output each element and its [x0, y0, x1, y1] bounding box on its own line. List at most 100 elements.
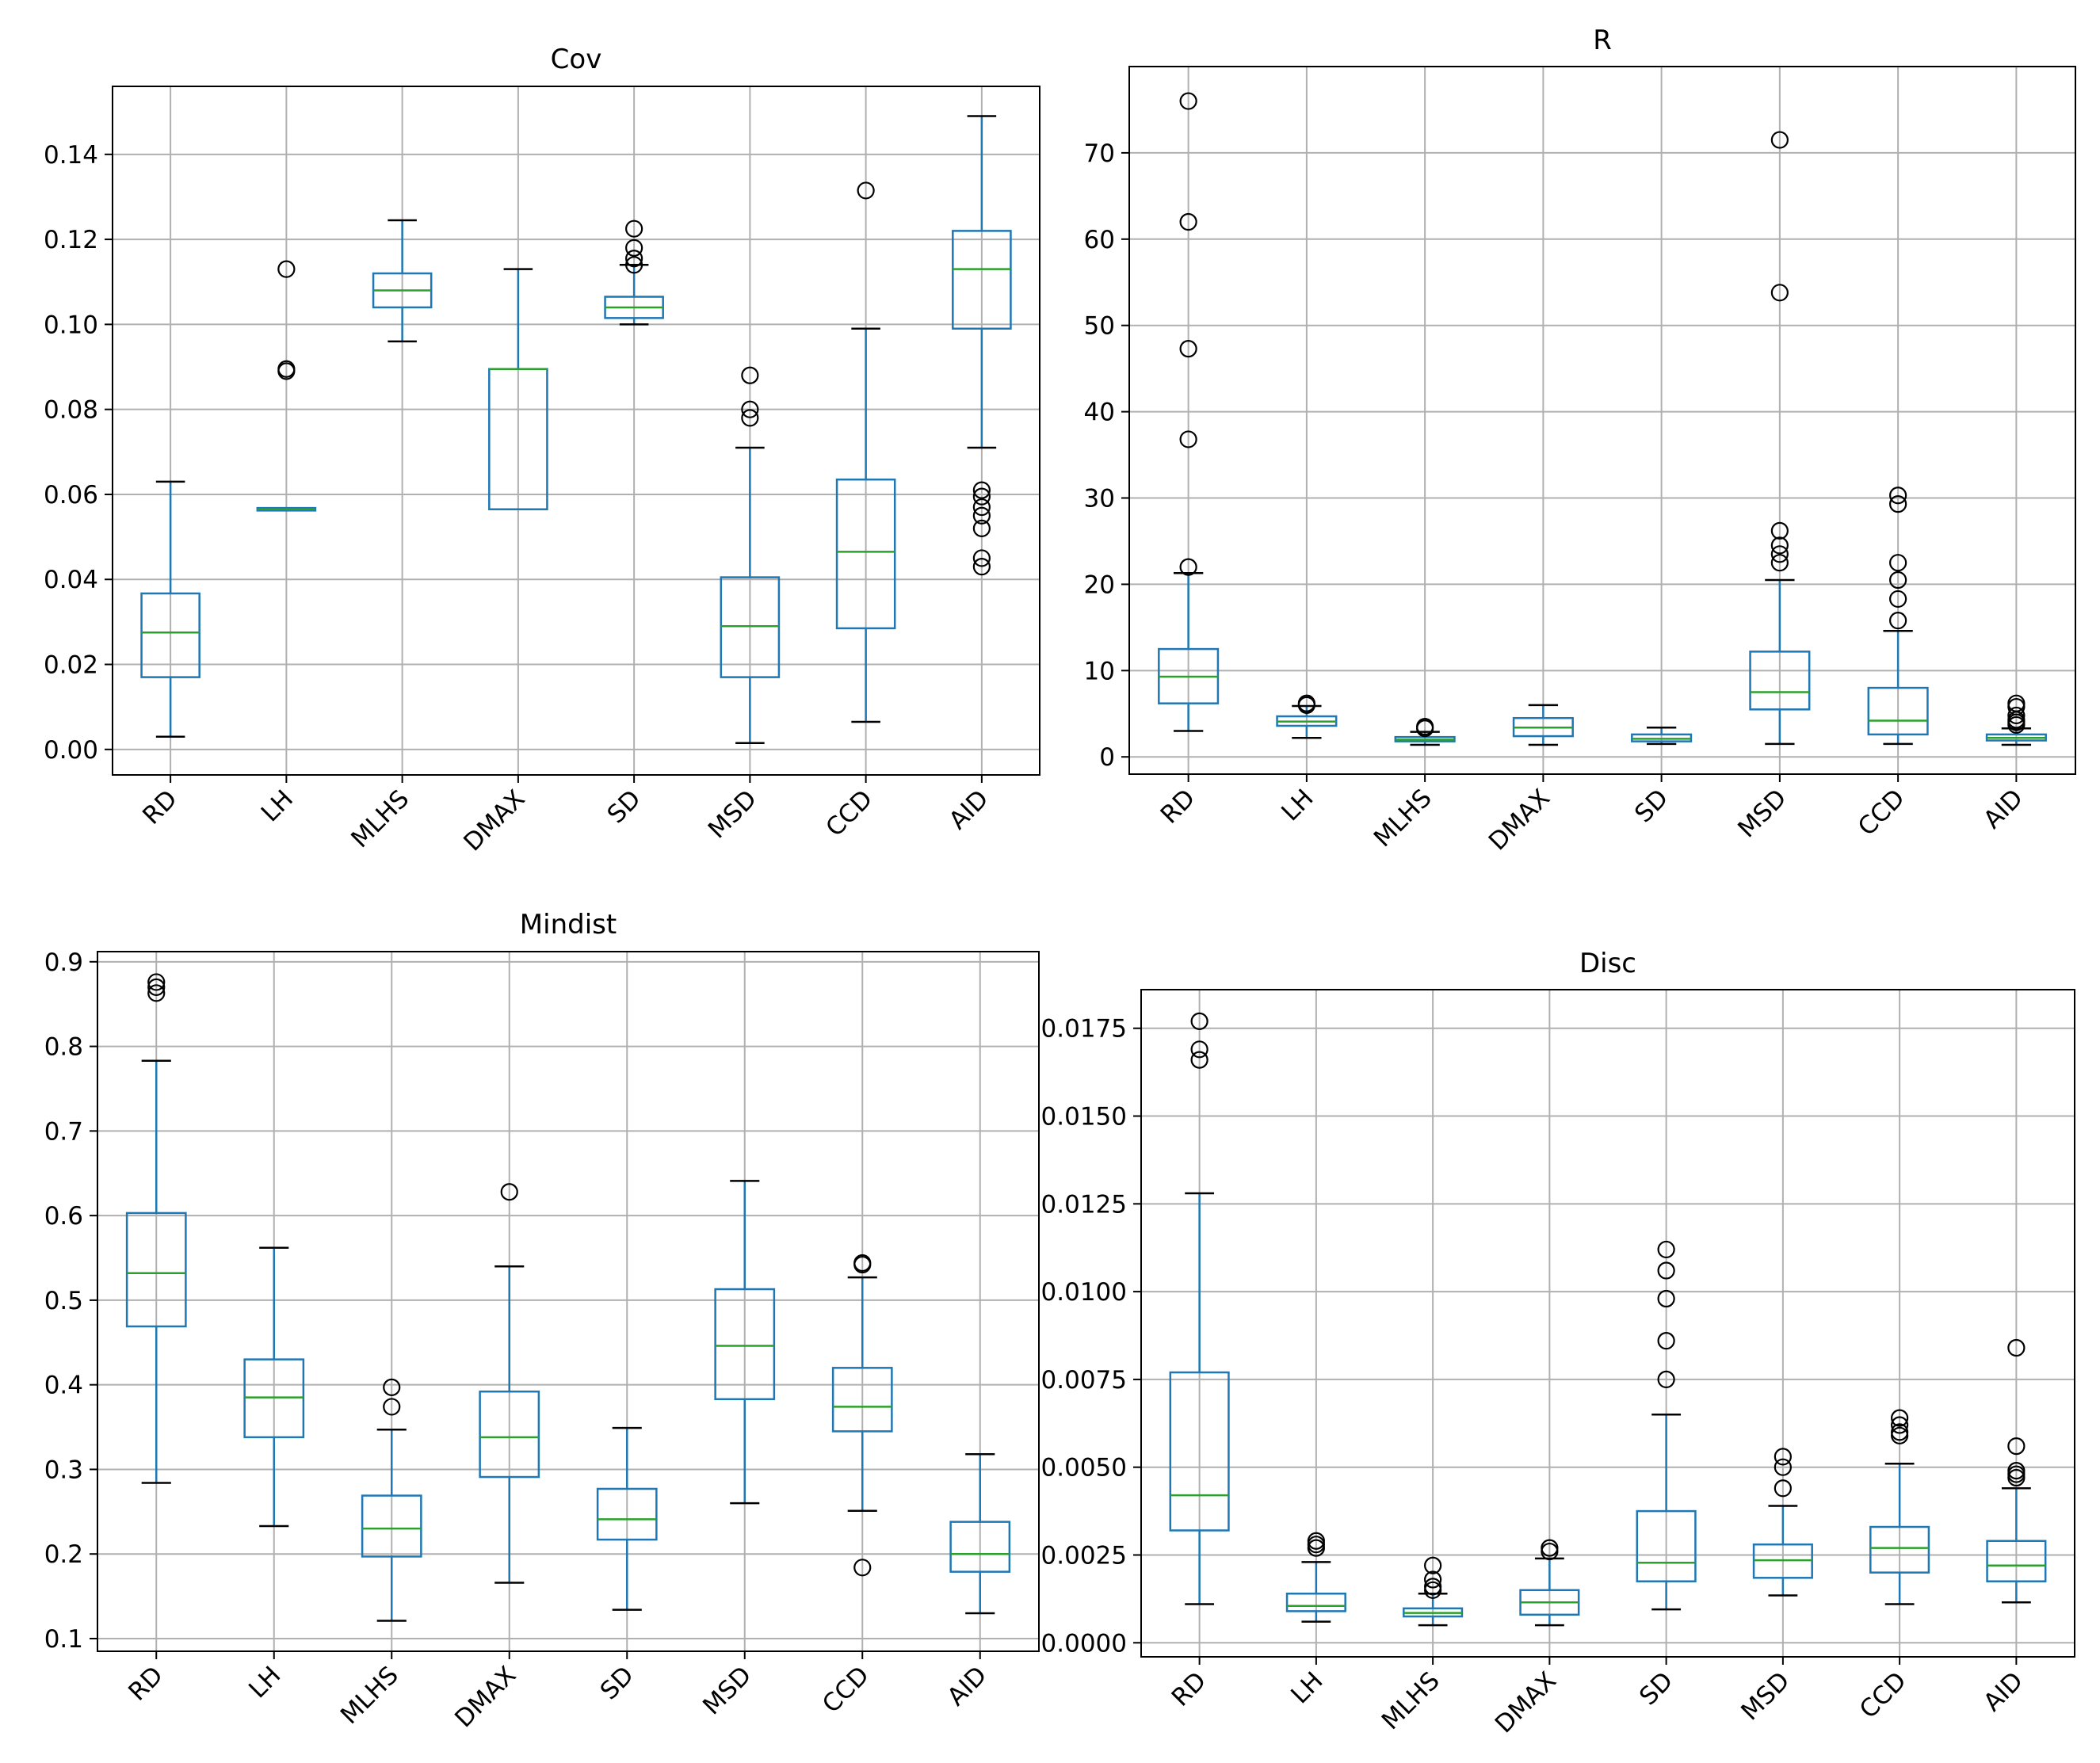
outlier-point	[853, 1559, 872, 1577]
x-tick-label: CCD	[1854, 1666, 1912, 1724]
outlier-point	[1774, 1448, 1792, 1466]
x-tick-label: LH	[1285, 1666, 1328, 1709]
box-ccd	[835, 181, 896, 723]
y-tick-label: 0.6	[44, 1202, 83, 1231]
outlier-point	[972, 519, 991, 537]
outlier-point	[383, 1378, 401, 1396]
box-rd	[140, 480, 200, 738]
outlier-point	[1179, 212, 1197, 231]
x-tick-label: RD	[123, 1661, 169, 1707]
box-aid	[952, 115, 1012, 576]
x-tick-label: CCD	[820, 784, 878, 842]
chart-title: Cov	[551, 44, 602, 75]
y-tick-label: 70	[1084, 139, 1115, 168]
outlier-point	[972, 506, 991, 525]
outlier-point	[2007, 1437, 2026, 1456]
outlier-point	[1424, 1581, 1442, 1599]
x-tick-label: SD	[1629, 784, 1674, 828]
y-tick-label: 0.9	[44, 948, 83, 977]
x-tick-label: MLHS	[346, 784, 414, 853]
y-tick-label: 60	[1084, 226, 1115, 254]
y-tick-label: 0.0175	[1041, 1015, 1127, 1044]
y-tick-label: 0.2	[44, 1540, 83, 1569]
x-tick-label: MSD	[1732, 784, 1792, 843]
x-tick-label: DMAX	[1490, 1666, 1562, 1738]
y-tick-label: 0.0150	[1041, 1103, 1127, 1131]
y-tick-label: 0.00	[44, 736, 98, 765]
outlier-point	[1770, 536, 1789, 555]
iqr-box	[952, 230, 1012, 330]
outlier-point	[2007, 716, 2026, 735]
box-aid	[949, 1452, 1011, 1615]
outlier-point	[1889, 554, 1907, 572]
panel-cov: Cov 0.00 0.02 0.04 0.06 0.08 0.10 0.12 0.14 RD LH M…	[44, 44, 1040, 857]
outlier-point	[147, 978, 166, 996]
outlier-point	[383, 1398, 401, 1416]
x-tick-label: MSD	[697, 1661, 757, 1720]
box-dmax	[479, 1183, 540, 1584]
outlier-point	[1416, 719, 1434, 738]
outlier-point	[1179, 340, 1197, 358]
y-tick-label: 0.0100	[1041, 1278, 1127, 1307]
y-tick-label: 0.08	[44, 396, 98, 425]
box-sd	[604, 219, 664, 326]
y-tick-label: 0.0075	[1041, 1366, 1127, 1395]
box-msd	[714, 1180, 776, 1505]
x-tick-label: DMAX	[449, 1661, 521, 1733]
y-tick-label: 0.4	[44, 1372, 83, 1400]
panel-disc: Disc 0.0000 0.0025 0.0050 0.0075 0.0100 0.0125…	[1041, 948, 2075, 1738]
y-tick-label: 0.10	[44, 311, 98, 339]
x-tick-label: AID	[1978, 784, 2029, 834]
x-tick-label: MLHS	[1369, 784, 1438, 853]
outlier-point	[625, 219, 643, 238]
outlier-point	[1179, 430, 1197, 448]
outlier-point	[857, 181, 875, 200]
box-msd	[1749, 131, 1811, 746]
outlier-point	[1770, 131, 1789, 149]
outlier-point	[1179, 558, 1197, 576]
box-ccd	[1869, 1409, 1930, 1605]
panel-mindist: Mindist 0.1 0.2 0.3 0.4 0.5 0.6 0.7 0.8 0.9 RD LH ML…	[44, 909, 1040, 1733]
y-tick-label: 30	[1084, 485, 1115, 513]
outlier-point	[1774, 1458, 1792, 1476]
outlier-point	[625, 239, 643, 257]
iqr-box	[1749, 651, 1811, 711]
y-tick-label: 0.7	[44, 1117, 83, 1146]
outlier-point	[741, 366, 759, 384]
box-sd	[596, 1426, 658, 1611]
x-tick-label: MLHS	[1376, 1666, 1445, 1735]
box-dmax	[1512, 704, 1574, 746]
x-tick-label: CCD	[1853, 784, 1911, 841]
outlier-point	[1889, 495, 1907, 513]
x-tick-label: CCD	[817, 1661, 875, 1719]
outlier-point	[1190, 1051, 1208, 1069]
y-tick-label: 0.0125	[1041, 1190, 1127, 1219]
x-tick-label: LH	[256, 784, 299, 827]
box-mlhs	[1403, 1556, 1464, 1627]
outlier-point	[2007, 1338, 2026, 1357]
y-tick-label: 0.0025	[1041, 1541, 1127, 1570]
y-tick-label: 0.06	[44, 481, 98, 509]
outlier-point	[1891, 1409, 1909, 1427]
x-tick-label: RD	[1155, 784, 1201, 830]
iqr-box	[596, 1487, 658, 1541]
y-tick-label: 0.0000	[1041, 1629, 1127, 1658]
outlier-point	[1889, 612, 1907, 630]
x-tick-label: AID	[944, 784, 995, 835]
panel-r: R 0 10 20 30 40 50 60 70 RD LH MLHS DMAX SD MSD CCD AID	[1084, 25, 2076, 856]
iqr-box	[140, 592, 200, 678]
outlier-point	[1889, 487, 1907, 505]
outlier-point	[741, 400, 759, 418]
outlier-point	[1657, 1240, 1675, 1259]
box-rd	[1169, 1012, 1230, 1605]
outlier-point	[1770, 284, 1789, 302]
y-tick-label: 20	[1084, 570, 1115, 599]
x-tick-label: AID	[1978, 1666, 2029, 1717]
outlier-point	[972, 498, 991, 517]
axes-frame	[112, 86, 1040, 776]
x-tick-label: MSD	[1735, 1666, 1795, 1726]
outlier-point	[1657, 1370, 1675, 1389]
axes-frame	[97, 951, 1040, 1652]
outlier-point	[1424, 1570, 1442, 1589]
